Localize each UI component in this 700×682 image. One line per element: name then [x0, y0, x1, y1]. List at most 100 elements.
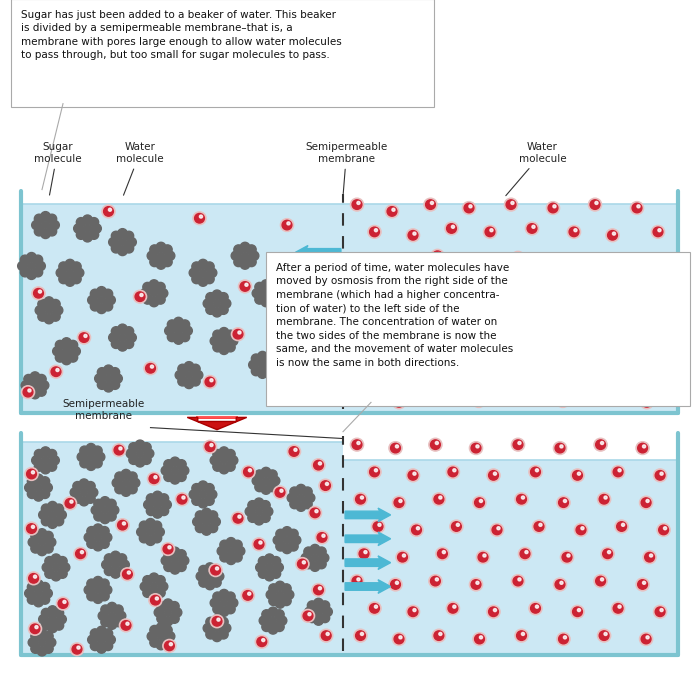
- Circle shape: [578, 284, 580, 288]
- Circle shape: [101, 605, 111, 614]
- Circle shape: [108, 333, 118, 342]
- Circle shape: [28, 537, 38, 547]
- Circle shape: [159, 494, 169, 503]
- Circle shape: [146, 518, 155, 528]
- Circle shape: [180, 320, 190, 329]
- Circle shape: [357, 578, 360, 581]
- Circle shape: [555, 443, 565, 453]
- Circle shape: [38, 290, 41, 293]
- Circle shape: [118, 520, 127, 530]
- FancyArrow shape: [188, 417, 246, 430]
- Circle shape: [282, 527, 292, 536]
- Circle shape: [32, 471, 34, 474]
- Circle shape: [359, 309, 369, 318]
- Circle shape: [645, 311, 657, 323]
- Circle shape: [471, 256, 481, 265]
- Circle shape: [318, 587, 321, 590]
- Circle shape: [533, 520, 545, 533]
- Circle shape: [57, 510, 66, 520]
- Text: Semipermeable
membrane: Semipermeable membrane: [305, 142, 388, 194]
- Circle shape: [57, 597, 69, 610]
- Circle shape: [302, 561, 305, 564]
- Circle shape: [602, 256, 605, 259]
- Circle shape: [164, 562, 174, 572]
- Circle shape: [651, 314, 654, 317]
- Circle shape: [24, 387, 34, 396]
- Circle shape: [310, 508, 320, 518]
- Circle shape: [103, 301, 113, 311]
- Circle shape: [275, 599, 285, 608]
- Circle shape: [378, 523, 381, 527]
- Circle shape: [525, 550, 528, 554]
- Circle shape: [259, 616, 269, 625]
- Circle shape: [130, 478, 140, 488]
- Circle shape: [73, 481, 83, 491]
- Circle shape: [97, 368, 107, 377]
- Circle shape: [581, 527, 584, 530]
- Circle shape: [204, 376, 216, 388]
- Circle shape: [208, 511, 218, 520]
- Circle shape: [34, 449, 44, 459]
- Circle shape: [356, 494, 365, 504]
- Circle shape: [479, 398, 482, 401]
- Circle shape: [48, 501, 57, 511]
- Circle shape: [374, 368, 377, 372]
- Circle shape: [199, 490, 207, 499]
- Circle shape: [547, 202, 559, 214]
- Circle shape: [232, 328, 244, 340]
- Circle shape: [368, 602, 381, 614]
- Circle shape: [135, 440, 145, 449]
- Circle shape: [559, 498, 568, 507]
- Circle shape: [438, 252, 440, 256]
- Circle shape: [118, 333, 127, 342]
- Circle shape: [304, 559, 314, 569]
- Circle shape: [225, 330, 235, 340]
- Circle shape: [106, 295, 116, 305]
- Circle shape: [320, 629, 332, 642]
- Circle shape: [354, 393, 367, 405]
- Circle shape: [494, 284, 496, 288]
- Circle shape: [270, 476, 280, 486]
- Circle shape: [79, 496, 89, 506]
- Circle shape: [564, 312, 566, 315]
- Circle shape: [48, 511, 57, 519]
- Circle shape: [615, 520, 628, 533]
- Circle shape: [413, 232, 416, 235]
- Circle shape: [127, 237, 136, 247]
- Circle shape: [554, 340, 564, 349]
- Circle shape: [121, 621, 131, 630]
- Circle shape: [240, 242, 250, 252]
- Circle shape: [47, 214, 57, 224]
- Circle shape: [424, 198, 437, 211]
- Circle shape: [104, 207, 113, 216]
- Circle shape: [428, 335, 440, 347]
- Circle shape: [470, 578, 482, 591]
- Circle shape: [387, 207, 397, 216]
- Circle shape: [270, 383, 283, 395]
- Circle shape: [149, 594, 162, 606]
- Circle shape: [134, 291, 146, 303]
- Circle shape: [213, 462, 223, 471]
- Circle shape: [268, 625, 278, 634]
- Circle shape: [124, 327, 134, 336]
- Circle shape: [239, 280, 251, 293]
- FancyArrow shape: [295, 300, 341, 314]
- Circle shape: [143, 282, 153, 292]
- Circle shape: [360, 632, 363, 636]
- Circle shape: [512, 439, 524, 451]
- Circle shape: [218, 617, 228, 627]
- Circle shape: [27, 477, 37, 486]
- Circle shape: [68, 340, 78, 350]
- Circle shape: [240, 282, 250, 291]
- Circle shape: [64, 497, 76, 509]
- Circle shape: [225, 462, 235, 471]
- Circle shape: [641, 634, 651, 644]
- Circle shape: [182, 496, 185, 499]
- Circle shape: [110, 380, 120, 389]
- Circle shape: [152, 533, 162, 543]
- Circle shape: [159, 506, 169, 516]
- Circle shape: [34, 484, 43, 492]
- Circle shape: [559, 634, 568, 644]
- Circle shape: [248, 360, 258, 370]
- Text: After a period of time, water molecules have
moved by osmosis from the right sid: After a period of time, water molecules …: [276, 263, 514, 368]
